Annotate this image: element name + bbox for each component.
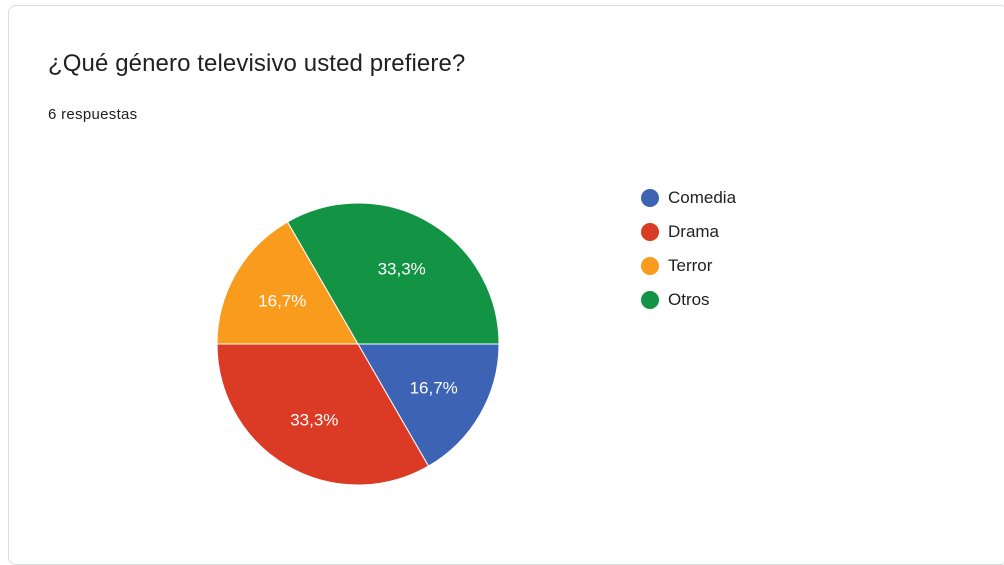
legend-swatch-drama xyxy=(641,223,659,241)
question-card: ¿Qué género televisivo usted prefiere? 6… xyxy=(8,5,1004,565)
legend-label-drama: Drama xyxy=(668,222,720,241)
legend-item-otros[interactable]: Otros xyxy=(641,283,736,317)
pie-label-comedia: 16,7% xyxy=(410,379,458,398)
chart-legend: Comedia Drama Terror Otros xyxy=(641,181,736,317)
pie-labels: 16,7% 33,3% 16,7% 33,3% xyxy=(258,259,458,429)
legend-item-comedia[interactable]: Comedia xyxy=(641,181,736,215)
pie-slice-terror[interactable] xyxy=(216,221,359,345)
pie-slice-otros[interactable] xyxy=(286,202,500,345)
pie-slice-drama[interactable] xyxy=(216,343,430,486)
pie-label-terror: 16,7% xyxy=(258,291,306,310)
legend-label-comedia: Comedia xyxy=(668,188,737,207)
legend-swatch-terror xyxy=(641,257,659,275)
pie-label-drama: 33,3% xyxy=(290,411,338,430)
response-count: 6 respuestas xyxy=(48,106,138,123)
pie-slices xyxy=(216,202,500,486)
legend-label-otros: Otros xyxy=(668,290,710,309)
legend-swatch-comedia xyxy=(641,189,659,207)
legend-item-terror[interactable]: Terror xyxy=(641,249,736,283)
pie-label-otros: 33,3% xyxy=(378,259,426,278)
question-title: ¿Qué género televisivo usted prefiere? xyxy=(48,50,466,77)
legend-swatch-otros xyxy=(641,291,659,309)
legend-label-terror: Terror xyxy=(668,256,713,275)
legend-item-drama[interactable]: Drama xyxy=(641,215,736,249)
pie-slice-comedia[interactable] xyxy=(357,343,500,467)
